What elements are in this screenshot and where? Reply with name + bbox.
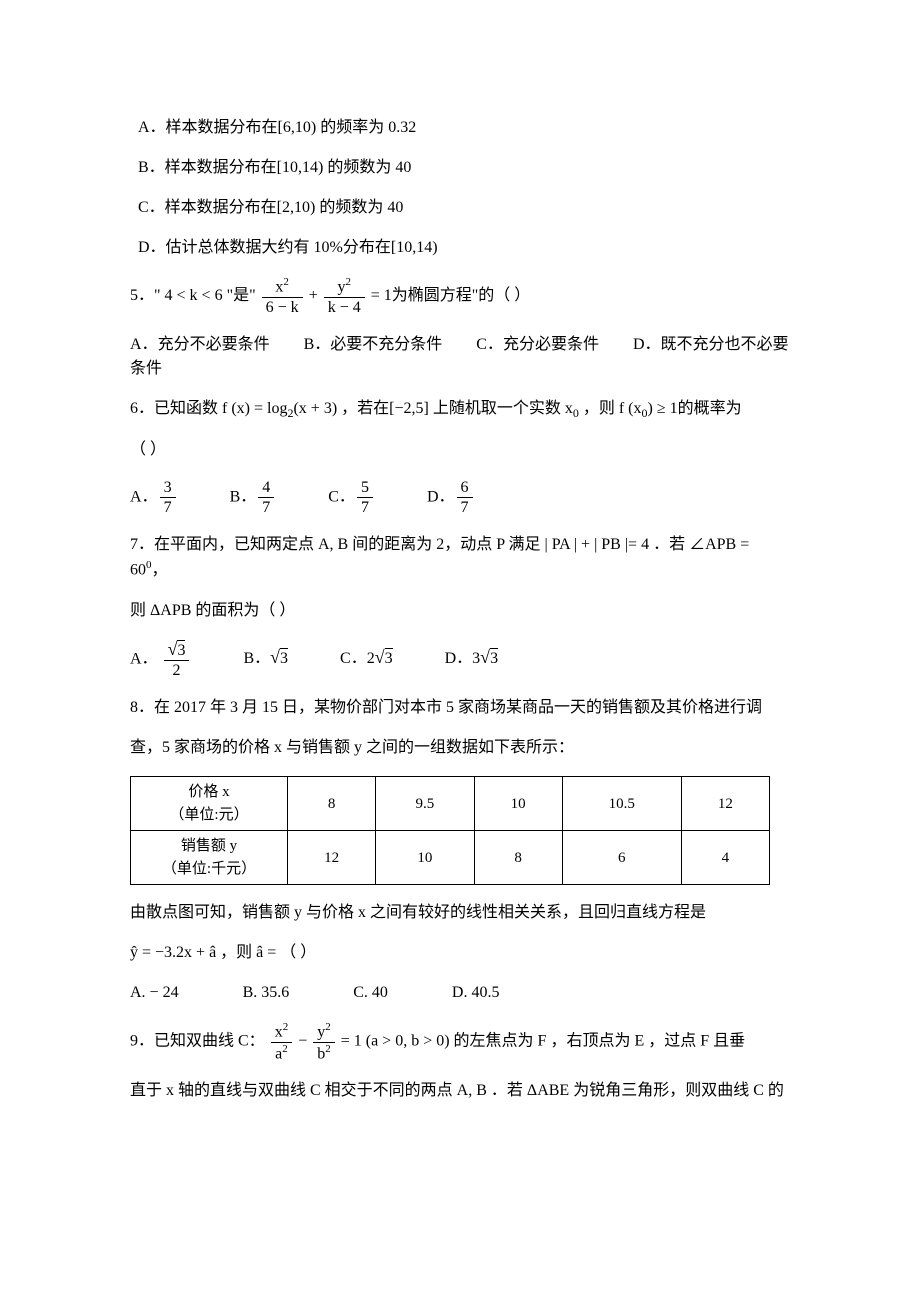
q6-post1: ，则 f (x xyxy=(583,400,642,417)
q7-c-v: 3 xyxy=(385,648,393,667)
q5-b: 必要不充分条件 xyxy=(330,336,442,353)
q8-r1c4: 10.5 xyxy=(562,777,681,831)
q8-d: D. 40.5 xyxy=(452,981,500,1005)
q7-b-lbl: B． xyxy=(243,650,270,667)
q4-opt-b: B．样本数据分布在[10,14) 的频数为 40 xyxy=(138,156,790,180)
q7-d-v: 3 xyxy=(490,648,498,667)
q6-b-n: 4 xyxy=(258,478,274,498)
q6-c-n: 5 xyxy=(357,478,373,498)
q8-hdr1: 价格 x （单位:元） xyxy=(131,777,288,831)
q7-line2: 则 ΔAPB 的面积为（ ） xyxy=(130,599,790,623)
q6-c-d: 7 xyxy=(357,498,373,517)
q8-table: 价格 x （单位:元） 8 9.5 10 10.5 12 销售额 y （单位:千元）… xyxy=(130,776,770,885)
q6-pre: 6．已知函数 xyxy=(130,400,222,417)
q7-d-lbl: D． xyxy=(445,650,473,667)
q7-a-lbl: A． xyxy=(130,650,158,667)
q8-line1: 8．在 2017 年 3 月 15 日，某物价部门对本市 5 家商场某商品一天的… xyxy=(130,696,790,720)
q5-stem: 5．" 4 < k < 6 "是" x2 6 − k + y2 k − 4 = … xyxy=(130,276,790,317)
q8-line4: ŷ = −3.2x + â ，则 â = （ ） xyxy=(130,941,790,965)
q6-b-lbl: B． xyxy=(230,488,257,505)
q7-a-n: 3 xyxy=(177,640,185,659)
q7-line1: 7．在平面内，已知两定点 A, B 间的距离为 2，动点 P 满足 | PA |… xyxy=(130,533,790,582)
q8-c: C. 40 xyxy=(353,981,388,1005)
q5-post: = 1为椭圆方程"的（ ） xyxy=(371,287,531,304)
q7-d-coef: 3 xyxy=(472,650,480,667)
q8-r1c5: 12 xyxy=(681,777,769,831)
q9-line1: 9．已知双曲线 C： x2 a2 − y2 b2 = 1 (a > 0, b >… xyxy=(130,1021,790,1063)
q9-n1: x xyxy=(275,1024,283,1041)
q6-mid: ，若在[−2,5] 上随机取一个实数 x xyxy=(341,400,573,417)
q5-a-lbl: A． xyxy=(130,336,158,353)
q6-sub-a: 0 xyxy=(573,406,579,420)
q9-line1-pre: 9．已知双曲线 C： xyxy=(130,1033,265,1050)
q7-c-coef: 2 xyxy=(367,650,375,667)
q6-d-lbl: D． xyxy=(427,488,455,505)
q6-opts: A．37 B．47 C．57 D．67 xyxy=(130,478,790,517)
q8-line3: 由散点图可知，销售额 y 与价格 x 之间有较好的线性相关关系，且回归直线方程是 xyxy=(130,901,790,925)
table-row: 销售额 y （单位:千元） 12 10 8 6 4 xyxy=(131,831,770,885)
q8-line2: 查，5 家商场的价格 x 与销售额 y 之间的一组数据如下表所示： xyxy=(130,736,790,760)
q6-fx: f (x) = log xyxy=(222,400,287,417)
q7-b-v: 3 xyxy=(280,648,288,667)
q9-line2: 直于 x 轴的直线与双曲线 C 相交于不同的两点 A, B ．若 ΔABE 为锐… xyxy=(130,1079,790,1103)
q9-frac-2: y2 b2 xyxy=(313,1021,335,1063)
q5-frac-1: x2 6 − k xyxy=(262,276,303,317)
q8-r1c1: 8 xyxy=(288,777,376,831)
q7-opts: A． √32 B．√3 C．2√3 D．3√3 xyxy=(130,639,790,681)
q5-pre: 5．" 4 < k < 6 "是" xyxy=(130,287,256,304)
q8-r2c1: 12 xyxy=(288,831,376,885)
q5-d-lbl: D． xyxy=(633,336,661,353)
q7-line1a: 7．在平面内，已知两定点 A, B 间的距离为 2，动点 P 满足 | PA |… xyxy=(130,536,749,578)
q8-r2c3: 8 xyxy=(474,831,562,885)
q8-r1c3: 10 xyxy=(474,777,562,831)
q5-c-lbl: C． xyxy=(476,336,503,353)
q7-comma: ， xyxy=(152,562,168,579)
q8-r2c2: 10 xyxy=(376,831,474,885)
q9-line1-post: = 1 (a > 0, b > 0) 的左焦点为 F ，右顶点为 E ，过点 F… xyxy=(341,1033,745,1050)
q6-a-d: 7 xyxy=(160,498,176,517)
q4-opt-a: A．样本数据分布在[6,10) 的频率为 0.32 xyxy=(138,116,790,140)
q7-a-d: 2 xyxy=(164,661,190,680)
q6-a-n: 3 xyxy=(160,478,176,498)
q6-d-n: 6 xyxy=(457,478,473,498)
q6-post1b: ) ≥ 1的概率为 xyxy=(648,400,742,417)
q8-hdr2: 销售额 y （单位:千元） xyxy=(131,831,288,885)
q5-d2: k − 4 xyxy=(324,298,365,317)
q8-hdr1b: （单位:元） xyxy=(169,807,248,823)
q8-hdr2a: 销售额 y xyxy=(181,838,237,854)
q6-logarg: (x + 3) xyxy=(293,400,337,417)
q6-d-d: 7 xyxy=(457,498,473,517)
q8-hdr1a: 价格 x xyxy=(188,784,229,800)
q5-opts: A．充分不必要条件 B．必要不充分条件 C．充分必要条件 D．既不充分也不必要条… xyxy=(130,333,790,381)
q4-opt-d: D．估计总体数据大约有 10%分布在[10,14) xyxy=(138,236,790,260)
q6-stem: 6．已知函数 f (x) = log2(x + 3) ，若在[−2,5] 上随机… xyxy=(130,397,790,422)
table-row: 价格 x （单位:元） 8 9.5 10 10.5 12 xyxy=(131,777,770,831)
q6-b-d: 7 xyxy=(258,498,274,517)
q8-r1c2: 9.5 xyxy=(376,777,474,831)
q9-frac-1: x2 a2 xyxy=(271,1021,293,1063)
q4-opt-c: C．样本数据分布在[2,10) 的频数为 40 xyxy=(138,196,790,220)
q5-d1: 6 − k xyxy=(262,298,303,317)
q5-frac-2: y2 k − 4 xyxy=(324,276,365,317)
q5-c: 充分必要条件 xyxy=(503,336,599,353)
q8-a: A. − 24 xyxy=(130,981,179,1005)
q8-b: B. 35.6 xyxy=(243,981,290,1005)
q8-opts: A. − 24 B. 35.6 C. 40 D. 40.5 xyxy=(130,981,790,1005)
q6-a-lbl: A． xyxy=(130,488,158,505)
q8-r2c5: 4 xyxy=(681,831,769,885)
q6-c-lbl: C． xyxy=(328,488,355,505)
q7-c-lbl: C． xyxy=(340,650,367,667)
q8-r2c4: 6 xyxy=(562,831,681,885)
q5-b-lbl: B． xyxy=(304,336,331,353)
q8-hdr2b: （单位:千元） xyxy=(162,861,256,877)
q6-line2: （ ） xyxy=(130,438,790,462)
q5-a: 充分不必要条件 xyxy=(158,336,270,353)
